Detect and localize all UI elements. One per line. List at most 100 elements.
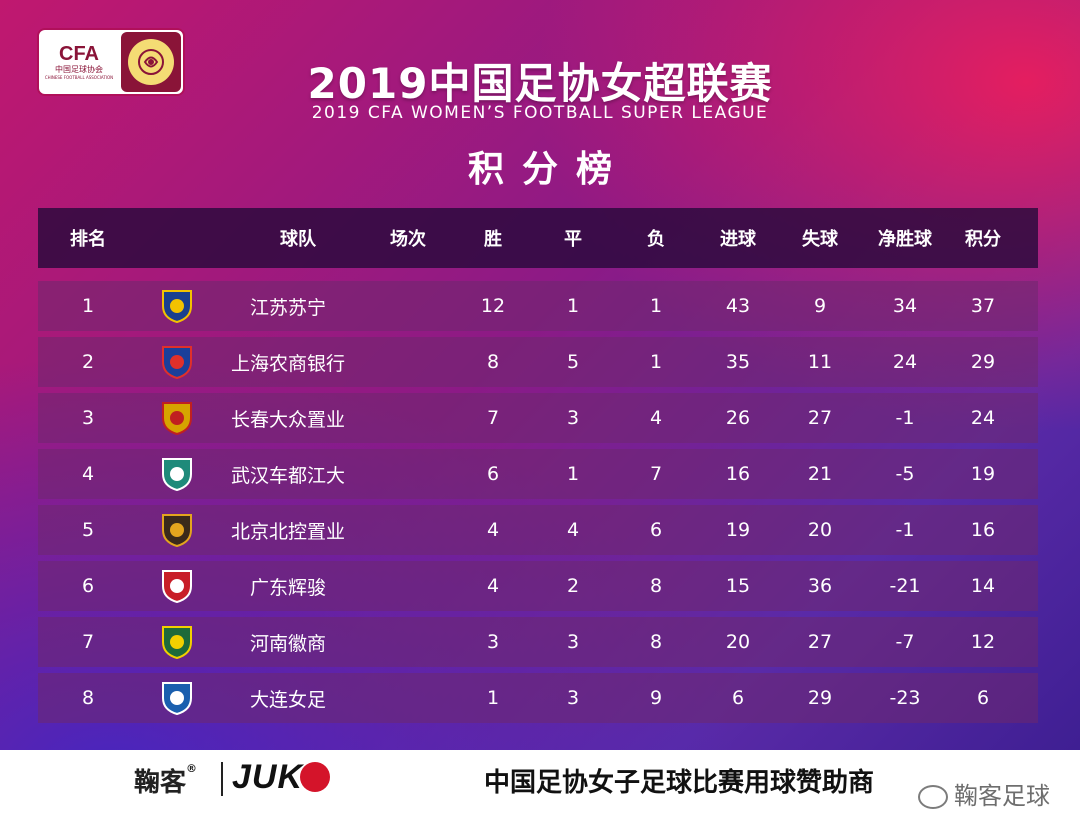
losses-cell: 8 [649,631,663,653]
goals-for-cell: 16 [725,463,751,485]
losses-cell: 9 [649,687,663,709]
goal-difference-cell: -5 [895,463,915,485]
rose-emblem-icon [128,39,174,85]
team-crest-icon [160,680,194,716]
goals-against-cell: 36 [807,575,833,597]
goals-against-cell: 21 [807,463,833,485]
goals-for-cell: 6 [731,687,745,709]
points-cell: 14 [970,575,996,597]
brand-logo-text: JUK [232,758,304,796]
wins-cell: 8 [486,351,500,373]
draws-cell: 2 [566,575,580,597]
header-points: 积分 [965,229,1001,250]
team-name: 广东辉骏 [249,576,326,599]
goals-against-cell: 11 [807,351,833,373]
draws-cell: 1 [566,463,580,485]
team-crest-icon [160,624,194,660]
cfa-logo-english: CHINESE FOOTBALL ASSOCIATION [44,75,114,80]
points-cell: 29 [970,351,996,373]
losses-cell: 7 [649,463,663,485]
cfa-logo: CFA 中国足球协会 CHINESE FOOTBALL ASSOCIATION [37,28,185,96]
sponsor-footer: 鞠客® JUK 中国足协女子足球比赛用球赞助商 鞠客足球 [0,750,1080,818]
points-cell: 6 [976,687,990,709]
goals-for-cell: 20 [725,631,751,653]
team-crest-icon [160,512,194,548]
points-cell: 19 [970,463,996,485]
rank-cell: 2 [81,351,95,373]
table-row: 5 北京北控置业 4 4 6 19 20 -1 16 [38,505,1038,555]
losses-cell: 6 [649,519,663,541]
goals-for-cell: 43 [725,295,751,317]
header-losses: 负 [647,229,665,250]
team-crest-icon [160,568,194,604]
goal-difference-cell: 34 [892,295,918,317]
team-name: 大连女足 [249,688,326,711]
team-crest-icon [160,288,194,324]
goals-for-cell: 26 [725,407,751,429]
rank-cell: 8 [81,687,95,709]
rank-cell: 7 [81,631,95,653]
header-draws: 平 [564,229,582,250]
standings-heading: 积分榜 [467,149,630,190]
goal-difference-cell: -1 [895,519,915,541]
losses-cell: 8 [649,575,663,597]
table-row: 2 上海农商银行 8 5 1 35 11 24 29 [38,337,1038,387]
table-row: 4 武汉车都江大 6 1 7 16 21 -5 19 [38,449,1038,499]
table-row: 3 长春大众置业 7 3 4 26 27 -1 24 [38,393,1038,443]
sponsor-slogan: 中国足协女子足球比赛用球赞助商 [484,768,875,798]
wins-cell: 4 [486,575,500,597]
goals-for-cell: 35 [725,351,751,373]
team-crest-icon [160,344,194,380]
wins-cell: 6 [486,463,500,485]
goal-difference-cell: 24 [892,351,918,373]
rank-cell: 3 [81,407,95,429]
losses-cell: 1 [649,351,663,373]
wins-cell: 4 [486,519,500,541]
weibo-icon [918,785,948,809]
draws-cell: 1 [566,295,580,317]
goals-against-cell: 9 [813,295,827,317]
goals-for-cell: 19 [725,519,751,541]
goals-against-cell: 27 [807,631,833,653]
points-cell: 37 [970,295,996,317]
team-name: 长春大众置业 [230,408,345,431]
draws-cell: 4 [566,519,580,541]
goal-difference-cell: -1 [895,407,915,429]
header-played: 场次 [390,229,426,250]
football-icon [300,762,330,792]
header-team: 球队 [280,229,316,250]
goal-difference-cell: -23 [889,687,921,709]
team-name: 河南徽商 [249,632,326,655]
wins-cell: 1 [486,687,500,709]
rank-cell: 1 [81,295,95,317]
wins-cell: 3 [486,631,500,653]
sponsor-name: 鞠客® [134,762,197,799]
table-row: 8 大连女足 1 3 9 6 29 -23 6 [38,673,1038,723]
watermark-text: 鞠客足球 [954,782,1050,810]
table-header: 排名 球队 场次 胜 平 负 进球 失球 净胜球 积分 [38,208,1038,268]
sponsor-name-text: 鞠客 [134,768,187,798]
draws-cell: 3 [566,687,580,709]
team-name: 江苏苏宁 [249,296,326,319]
draws-cell: 3 [566,631,580,653]
cfa-logo-subtext: 中国足球协会 [55,65,103,74]
team-name: 北京北控置业 [230,520,345,543]
page-title-english: 2019 CFA WOMEN’S FOOTBALL SUPER LEAGUE [311,103,769,123]
league-emblem [121,32,181,92]
footer-divider [221,762,223,796]
points-cell: 24 [970,407,996,429]
rank-cell: 4 [81,463,95,485]
goals-against-cell: 20 [807,519,833,541]
header-rank: 排名 [70,229,106,250]
wins-cell: 12 [480,295,506,317]
header-goal-difference: 净胜球 [878,229,932,250]
team-name: 上海农商银行 [230,352,345,375]
rank-cell: 6 [81,575,95,597]
points-cell: 12 [970,631,996,653]
team-crest-icon [160,400,194,436]
table-row: 7 河南徽商 3 3 8 20 27 -7 12 [38,617,1038,667]
draws-cell: 5 [566,351,580,373]
header-wins: 胜 [484,229,502,250]
cfa-logo-text: CFA [59,43,99,65]
draws-cell: 3 [566,407,580,429]
